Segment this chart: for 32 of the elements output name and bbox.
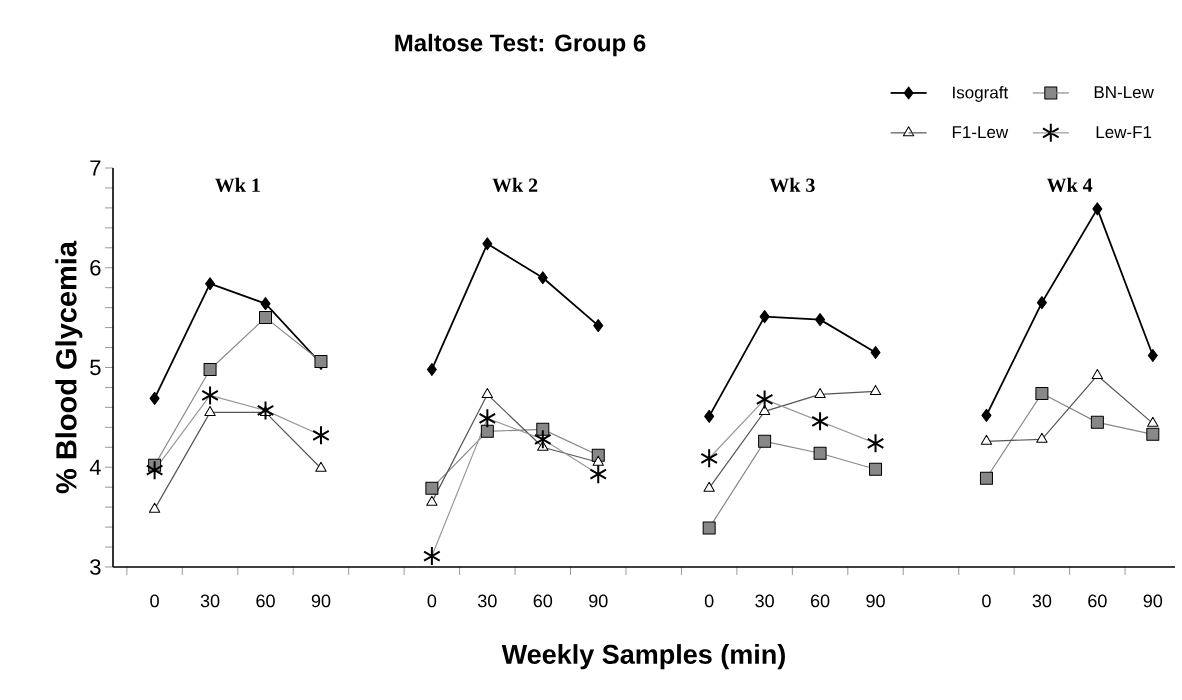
annotation: Wk 1: [215, 177, 260, 193]
legend-label: Isograft: [953, 86, 1009, 102]
x-tick-label: 90: [311, 594, 331, 608]
x-tick-label: 0: [427, 594, 437, 608]
y-tick-label: 7: [90, 160, 101, 176]
legend-label: Lew-F1: [1096, 126, 1152, 139]
chart-title: Maltose Test: Group 6: [395, 33, 646, 57]
x-tick-label: 30: [200, 594, 220, 608]
legend-label: F1-Lew: [952, 126, 1009, 139]
x-tick-label: 30: [478, 594, 497, 608]
x-tick-label: 0: [982, 594, 991, 608]
annotation: Wk 3: [769, 177, 815, 193]
x-axis-title: Weekly Samples (min): [501, 644, 785, 670]
x-tick-label: 30: [755, 594, 774, 608]
x-tick-label: 90: [1143, 594, 1163, 608]
x-tick-label: 60: [256, 594, 275, 608]
x-tick-label: 60: [533, 594, 553, 608]
x-tick-label: 30: [1032, 594, 1052, 608]
x-tick-label: 90: [589, 594, 608, 608]
y-tick-label: 4: [89, 459, 101, 475]
x-tick-label: 60: [810, 594, 830, 608]
y-tick-label: 6: [90, 259, 101, 276]
x-tick-label: 60: [1088, 594, 1107, 608]
y-tick-label: 3: [90, 559, 101, 575]
x-tick-label: 0: [704, 594, 714, 608]
annotation: Wk 2: [492, 177, 538, 193]
x-tick-label: 0: [150, 594, 159, 608]
annotation: Wk 4: [1046, 177, 1093, 193]
y-axis-title: % Blood Glycemia: [55, 240, 83, 494]
x-tick-label: 90: [866, 594, 885, 608]
legend-label: BN-Lew: [1094, 86, 1154, 99]
y-tick-label: 5: [90, 359, 101, 376]
